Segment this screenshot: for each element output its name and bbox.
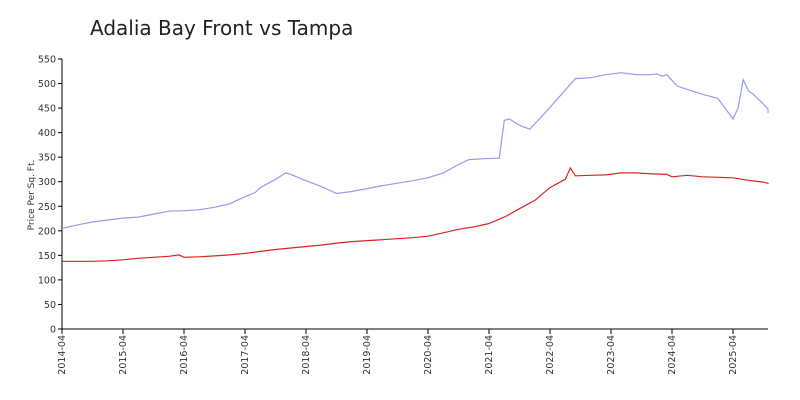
x-tick-label: 2014-04 [57, 335, 68, 375]
y-tick-label: 350 [38, 153, 56, 164]
series-line-2 [62, 166, 769, 262]
x-tick-label: 2025-04 [728, 335, 739, 375]
y-tick-label: 100 [38, 275, 56, 286]
x-tick-label: 2024-04 [667, 335, 678, 375]
x-tick-label: 2020-04 [423, 335, 434, 375]
y-tick-label: 200 [38, 226, 56, 237]
y-tick-label: 500 [38, 79, 56, 90]
x-tick-label: 2023-04 [606, 335, 617, 375]
x-tick-label: 2017-04 [240, 335, 251, 375]
x-tick-label: 2016-04 [179, 335, 190, 375]
y-tick-label: 50 [44, 300, 56, 311]
series-line-1 [61, 72, 769, 229]
y-tick-label: 250 [38, 202, 56, 213]
series-layer [61, 72, 769, 262]
y-tick-label: 400 [38, 128, 56, 139]
x-tick-label: 2022-04 [545, 335, 556, 375]
y-tick-label: 0 [50, 325, 56, 336]
y-tick-label: 150 [38, 251, 56, 262]
chart-title: Adalia Bay Front vs Tampa [90, 16, 354, 40]
axes: 0 50 100 150 200 250 300 350 400 450 500 550 2014-04… [38, 55, 768, 375]
x-tick-label: 2019-04 [362, 335, 373, 375]
x-tick-label: 2021-04 [484, 335, 495, 375]
y-tick-label: 300 [38, 177, 56, 188]
y-axis-label: Price Per Sq. Ft. [27, 160, 37, 231]
x-tick-label: 2018-04 [301, 335, 312, 375]
x-tick-label: 2015-04 [118, 335, 129, 375]
y-tick-label: 550 [38, 55, 56, 66]
y-tick-label: 450 [38, 104, 56, 115]
